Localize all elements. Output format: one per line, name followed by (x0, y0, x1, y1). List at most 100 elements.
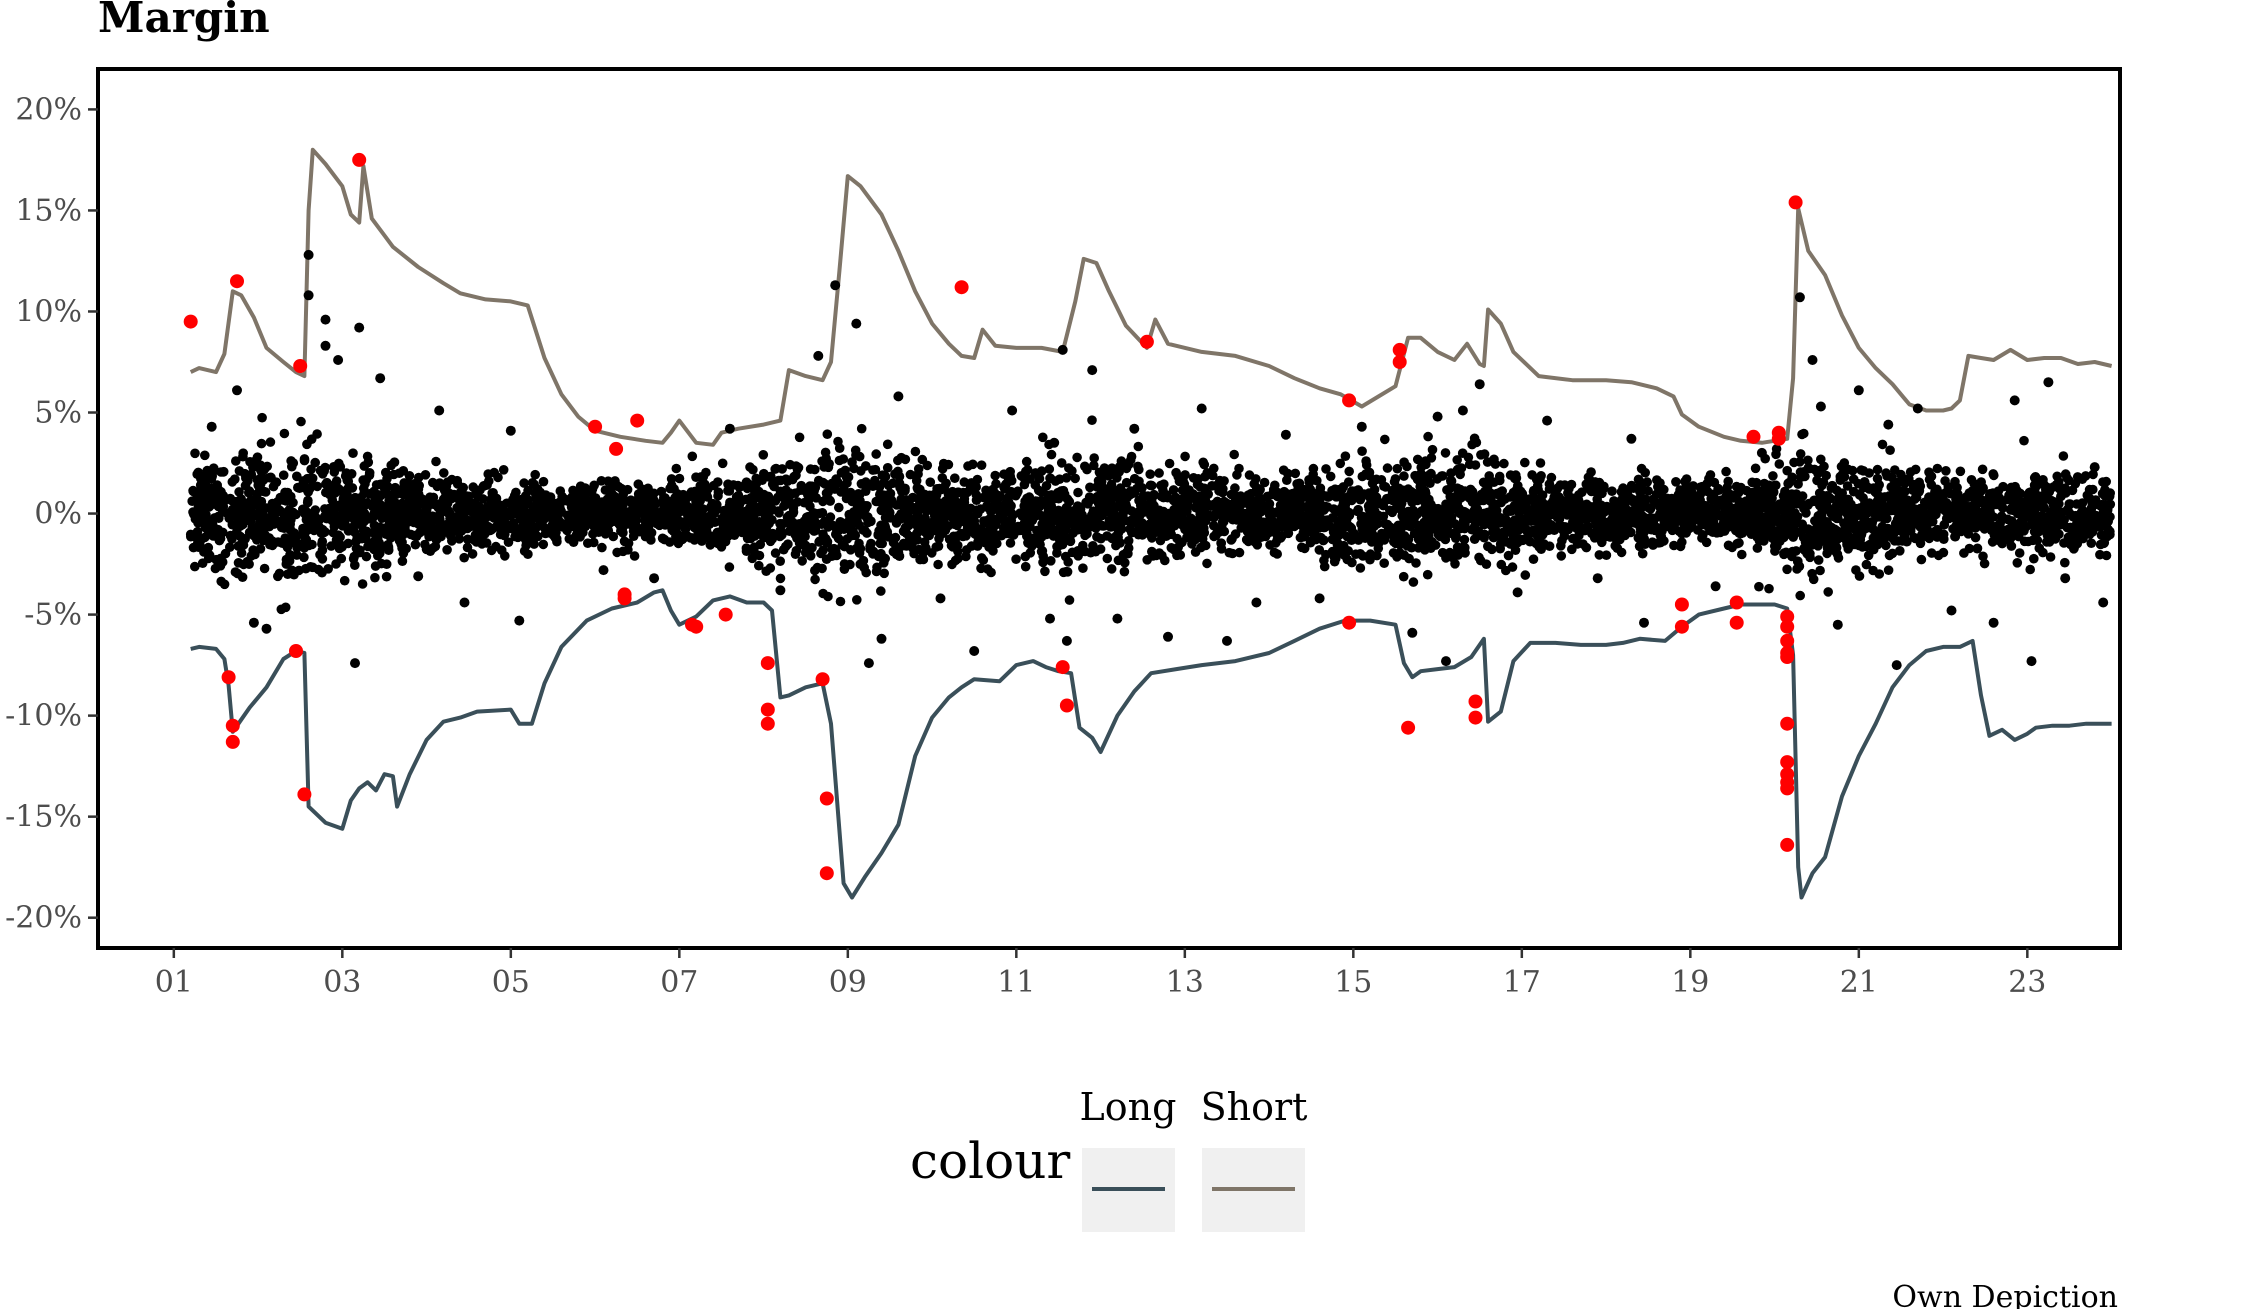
daily-return-point (233, 558, 244, 568)
daily-return-point (1401, 512, 1412, 523)
daily-return-point (244, 486, 255, 496)
daily-return-point (775, 486, 786, 497)
daily-return-point (770, 548, 781, 558)
daily-return-point (305, 516, 316, 527)
daily-return-point (1142, 555, 1152, 565)
daily-return-point (1499, 458, 1509, 469)
daily-return-point (1896, 521, 1906, 532)
daily-return-point (1886, 505, 1897, 516)
daily-return-point (1325, 471, 1336, 482)
daily-return-point (583, 538, 593, 548)
daily-return-point (986, 506, 996, 517)
daily-return-point (1320, 501, 1330, 512)
daily-return-point (1895, 546, 1905, 556)
daily-return-point (1465, 513, 1476, 524)
daily-return-point (765, 563, 776, 573)
daily-return-point (313, 564, 324, 575)
daily-return-point (307, 481, 317, 492)
daily-return-point (254, 533, 265, 543)
daily-return-point (1090, 546, 1101, 557)
daily-return-point (192, 534, 203, 545)
daily-return-point (1040, 566, 1050, 577)
daily-return-point (1332, 538, 1343, 548)
daily-return-point (1456, 463, 1467, 473)
daily-return-point (1383, 524, 1394, 535)
daily-return-point (716, 526, 727, 537)
daily-return-point (1135, 505, 1145, 516)
daily-return-point (1941, 466, 1951, 476)
daily-return-point (236, 548, 247, 558)
daily-return-point (612, 547, 622, 558)
daily-return-point (1721, 466, 1731, 477)
daily-return-point (840, 465, 850, 476)
daily-return-point (1230, 529, 1241, 539)
daily-return-point (2101, 550, 2112, 561)
daily-return-point (924, 530, 934, 541)
daily-return-point (255, 465, 266, 475)
daily-return-point (349, 527, 360, 537)
daily-return-point (1482, 457, 1493, 467)
daily-return-point (1798, 532, 1809, 543)
daily-return-point (955, 503, 965, 513)
daily-return-point (215, 561, 226, 571)
daily-return-point (1355, 494, 1366, 505)
daily-return-point (1525, 536, 1535, 547)
daily-return-point (1637, 548, 1648, 559)
daily-return-point (847, 457, 857, 467)
daily-return-point (362, 451, 373, 462)
daily-return-point (498, 522, 508, 533)
daily-return-point (1541, 525, 1552, 536)
daily-return-point (1107, 503, 1117, 513)
daily-return-point (741, 494, 751, 505)
daily-return-point (1330, 549, 1340, 560)
daily-return-point (856, 466, 866, 476)
daily-return-point (386, 511, 396, 521)
daily-return-point (418, 496, 429, 507)
daily-return-point (934, 533, 944, 544)
daily-return-point (597, 542, 607, 553)
daily-return-point (420, 539, 430, 550)
daily-return-point (665, 537, 675, 547)
daily-return-point (1389, 477, 1400, 487)
daily-return-point (394, 468, 405, 479)
daily-return-point (397, 556, 408, 566)
daily-return-point (961, 545, 972, 555)
daily-return-point (1816, 454, 1826, 465)
daily-return-point (841, 488, 851, 499)
daily-return-point (1735, 510, 1746, 520)
daily-return-point (933, 541, 944, 551)
daily-return-point (382, 541, 393, 552)
daily-return-point (496, 545, 507, 555)
daily-return-point (754, 560, 764, 571)
daily-return-point (1620, 530, 1630, 541)
daily-return-point (1721, 522, 1731, 532)
daily-return-point (1601, 550, 1612, 560)
daily-return-point (1440, 534, 1451, 545)
daily-return-point (370, 572, 380, 583)
daily-return-point (1972, 543, 1983, 554)
daily-return-point (1290, 468, 1301, 479)
daily-return-point (298, 523, 308, 534)
daily-return-point (1784, 510, 1794, 521)
daily-return-point (257, 412, 267, 423)
daily-return-point (236, 539, 246, 550)
daily-return-point (1406, 542, 1417, 553)
daily-return-point (227, 534, 237, 544)
daily-return-point (1267, 521, 1277, 532)
daily-return-point (2084, 484, 2095, 495)
daily-return-point (1319, 535, 1329, 545)
daily-return-point (818, 496, 828, 507)
daily-return-point (1272, 549, 1282, 559)
daily-return-point (1857, 519, 1868, 529)
daily-return-point (447, 536, 457, 546)
daily-return-point (1272, 535, 1283, 545)
daily-return-point (629, 551, 640, 561)
daily-return-point (1199, 483, 1210, 494)
daily-return-point (1815, 565, 1825, 576)
daily-return-point (897, 483, 908, 493)
daily-return-point (1705, 470, 1716, 480)
daily-return-point (349, 498, 359, 508)
daily-return-point (901, 496, 912, 506)
daily-return-point (1554, 492, 1564, 502)
daily-return-point (381, 559, 392, 569)
